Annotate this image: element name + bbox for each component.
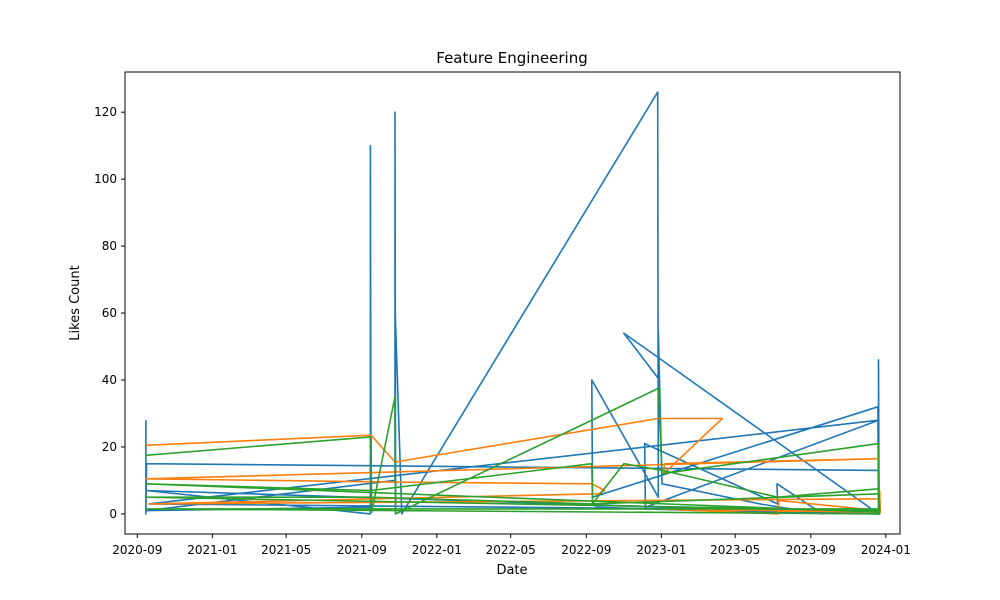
y-tick-label: 80 [102, 239, 117, 253]
series-line-1 [145, 91, 881, 515]
x-tick-label: 2021-09 [337, 543, 387, 557]
y-tick-label: 100 [94, 172, 117, 186]
series-line-3 [145, 387, 881, 515]
x-tick-label: 2024-01 [861, 543, 911, 557]
x-tick-label: 2022-09 [561, 543, 611, 557]
plot-frame [124, 71, 901, 535]
y-tick-label: 20 [102, 440, 117, 454]
x-tick-label: 2021-05 [261, 543, 311, 557]
x-axis: 2020-09 2021-01 2021-05 2021-09 2022-01 2022-… [112, 534, 911, 557]
chart-title: Feature Engineering [436, 49, 587, 67]
x-tick-label: 2022-05 [486, 543, 536, 557]
y-tick-label: 40 [102, 373, 117, 387]
x-tick-label: 2021-01 [187, 543, 237, 557]
series-layer [145, 91, 882, 515]
x-tick-label: 2023-05 [710, 543, 760, 557]
x-tick-label: 2022-01 [412, 543, 462, 557]
x-axis-label: Date [496, 563, 527, 578]
y-tick-label: 120 [94, 105, 117, 119]
x-tick-label: 2023-01 [636, 543, 686, 557]
y-tick-label: 60 [102, 306, 117, 320]
x-tick-label: 2023-09 [786, 543, 836, 557]
x-tick-label: 2020-09 [112, 543, 162, 557]
y-axis: 0 20 40 60 80 100 120 [94, 105, 125, 521]
y-tick-label: 0 [109, 507, 117, 521]
y-axis-label: Likes Count [68, 265, 83, 340]
